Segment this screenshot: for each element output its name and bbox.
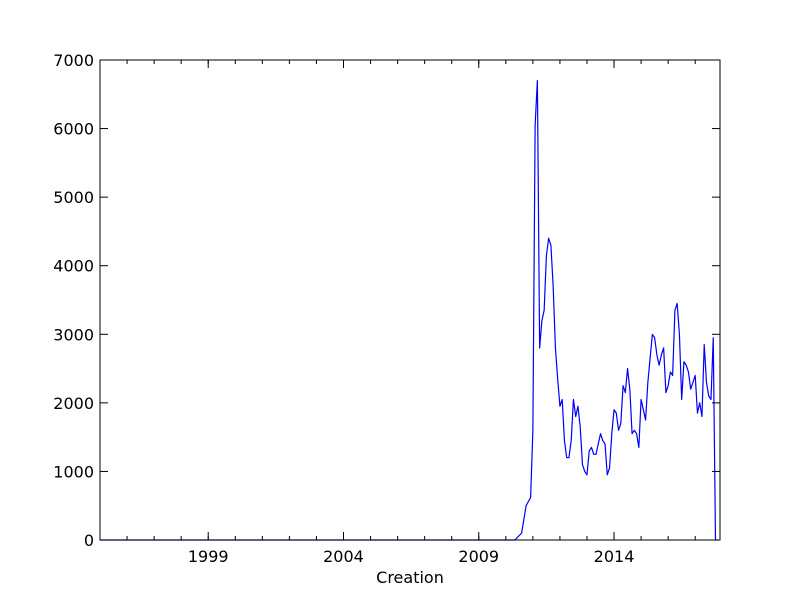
- y-tick-label: 2000: [53, 394, 94, 413]
- y-tick-label: 3000: [53, 325, 94, 344]
- x-tick-label: 2004: [323, 547, 364, 566]
- x-tick-labels: 1999 2004 2009 2014: [188, 547, 635, 566]
- x-tick-label: 2014: [594, 547, 635, 566]
- x-axis-label: Creation: [376, 568, 444, 587]
- axis-ticks: [99, 59, 720, 541]
- y-tick-label: 0: [84, 531, 94, 550]
- y-tick-label: 6000: [53, 120, 94, 139]
- y-tick-labels: 0 1000 2000 3000 4000 5000 6000 7000: [53, 51, 94, 550]
- plot-frame: [99, 59, 721, 541]
- x-tick-label: 2009: [458, 547, 499, 566]
- y-tick-label: 5000: [53, 188, 94, 207]
- series-layer: [100, 79, 718, 541]
- y-tick-label: 1000: [53, 462, 94, 481]
- series-line-0: [100, 79, 718, 541]
- y-tick-label: 4000: [53, 257, 94, 276]
- x-tick-label: 1999: [188, 547, 229, 566]
- y-tick-label: 7000: [53, 51, 94, 70]
